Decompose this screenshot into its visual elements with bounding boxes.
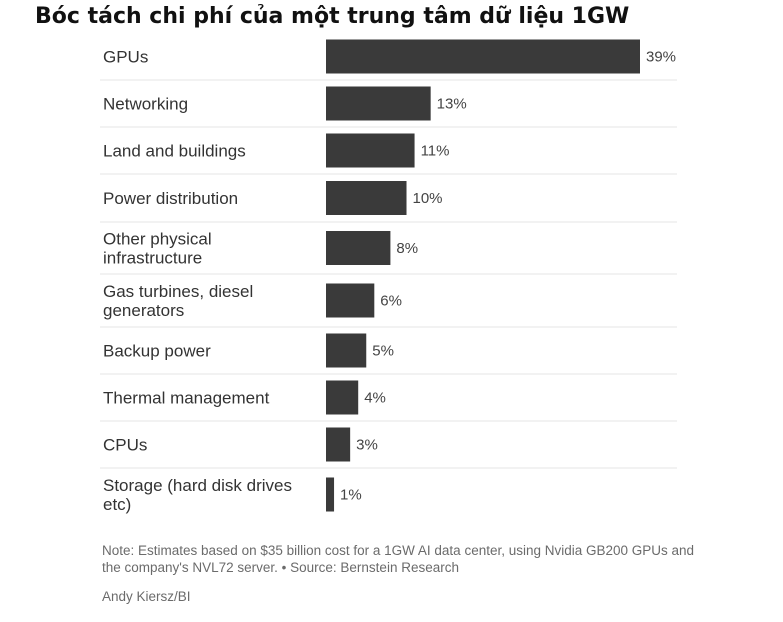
- category-label-line: CPUs: [103, 436, 147, 455]
- bar-chart: GPUs Networking Land and buildings Power di…: [100, 39, 677, 515]
- value-label-2: 11%: [421, 143, 450, 160]
- value-label-9: 1%: [340, 487, 362, 504]
- category-label-line: Other physical: [103, 230, 212, 249]
- category-label-line: GPUs: [103, 48, 148, 67]
- value-label-4: 8%: [396, 240, 418, 257]
- category-label-line: Gas turbines, diesel: [103, 282, 253, 301]
- value-labels: 39% 13% 11% 10% 8% 6% 5% 4% 3% 1%: [340, 49, 676, 504]
- value-label-1: 13%: [437, 96, 467, 113]
- bar-0: [326, 39, 640, 74]
- bar-5: [326, 283, 375, 318]
- category-label-8: CPUs: [103, 436, 147, 455]
- value-label-5: 6%: [380, 293, 402, 310]
- value-label-3: 10%: [413, 190, 443, 207]
- bar-3: [326, 181, 407, 215]
- category-label-line: Thermal management: [103, 389, 270, 408]
- category-label-line: Power distribution: [103, 189, 238, 208]
- category-label-line: Backup power: [103, 342, 211, 361]
- category-label-1: Networking: [103, 95, 188, 114]
- category-label-line: etc): [103, 495, 131, 514]
- category-label-line: Networking: [103, 95, 188, 114]
- category-labels: GPUs Networking Land and buildings Power di…: [103, 48, 292, 515]
- bar-1: [326, 86, 431, 121]
- category-label-6: Backup power: [103, 342, 211, 361]
- chart-note: Note: Estimates based on $35 billion cos…: [102, 543, 695, 575]
- chart-credit: Andy Kiersz/BI: [102, 589, 191, 604]
- value-label-0: 39%: [646, 49, 676, 66]
- category-label-4: Other physical infrastructure: [103, 230, 212, 268]
- category-label-0: GPUs: [103, 48, 148, 67]
- category-label-3: Power distribution: [103, 189, 238, 208]
- value-label-6: 5%: [372, 343, 394, 360]
- bar-4: [326, 231, 391, 265]
- value-label-7: 4%: [364, 390, 386, 407]
- category-label-line: Storage (hard disk drives: [103, 476, 292, 495]
- category-label-9: Storage (hard disk drives etc): [103, 476, 292, 514]
- category-label-5: Gas turbines, diesel generators: [103, 282, 253, 320]
- category-label-7: Thermal management: [103, 389, 270, 408]
- category-label-line: infrastructure: [103, 249, 202, 268]
- chart-title: Bóc tách chi phí của một trung tâm dữ li…: [35, 4, 630, 29]
- bar-6: [326, 333, 367, 368]
- value-label-8: 3%: [356, 437, 378, 454]
- bar-9: [326, 477, 335, 512]
- bar-2: [326, 133, 415, 168]
- category-label-line: Land and buildings: [103, 142, 246, 161]
- bar-8: [326, 427, 351, 462]
- row-dividers: [100, 79, 677, 469]
- bar-7: [326, 380, 359, 415]
- category-label-2: Land and buildings: [103, 142, 246, 161]
- bars: [326, 39, 640, 512]
- category-label-line: generators: [103, 301, 184, 320]
